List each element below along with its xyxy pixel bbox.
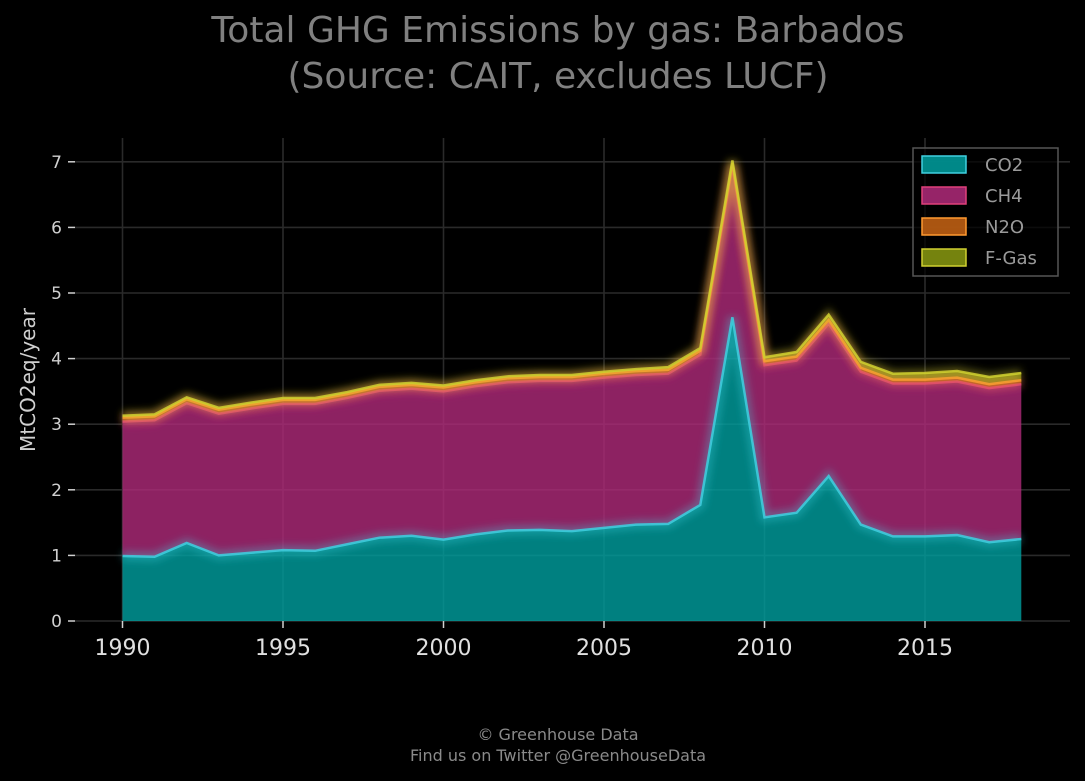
chart-title-line-2: (Source: CAIT, excludes LUCF) [287,56,829,97]
series-glow-ch4 [122,166,1022,427]
area-ch4 [122,167,1022,557]
x-tick-label: 1990 [95,636,151,661]
legend-swatch-n2o [921,217,967,236]
y-tick-label: 3 [51,415,62,435]
series-line-co2 [122,317,1022,558]
y-tick-label: 7 [51,153,62,173]
series-line-f-gas [122,160,1022,417]
chart-title: Total GHG Emissions by gas: Barbados (So… [0,8,1085,100]
series-lines [122,159,1022,562]
legend-swatch-f-gas [921,248,967,267]
x-tick-label: 2015 [897,636,953,661]
legend-label-ch4: CH4 [985,186,1023,207]
legend: CO2 CH4 N2O F-Gas [912,147,1059,277]
y-tick-label: 6 [51,218,62,238]
y-tick-label: 0 [51,612,62,632]
y-tick-label: 2 [51,481,62,501]
x-tick-label: 2010 [737,636,793,661]
x-tick-label: 2000 [416,636,472,661]
legend-label-n2o: N2O [985,217,1024,238]
x-tick-label: 1995 [255,636,311,661]
footer-twitter: Find us on Twitter @GreenhouseData [409,746,707,765]
footer-copyright: © Greenhouse Data [477,725,639,744]
y-axis-label: MtCO2eq/year [16,307,40,452]
y-tick-label: 4 [51,350,62,370]
x-tick-label: 2005 [576,636,632,661]
legend-swatch-ch4 [921,186,967,205]
legend-label-f-gas: F-Gas [985,248,1037,269]
y-tick-label: 5 [51,284,62,304]
legend-label-co2: CO2 [985,155,1023,176]
footer: © Greenhouse Data Find us on Twitter @Gr… [0,724,1085,766]
legend-swatch-co2 [921,155,967,174]
chart-title-line-1: Total GHG Emissions by gas: Barbados [211,10,905,51]
y-tick-label: 1 [51,546,62,566]
axes: 0 1 2 3 4 5 6 7 1990 1995 2000 2005 2010 2015 [51,153,953,661]
